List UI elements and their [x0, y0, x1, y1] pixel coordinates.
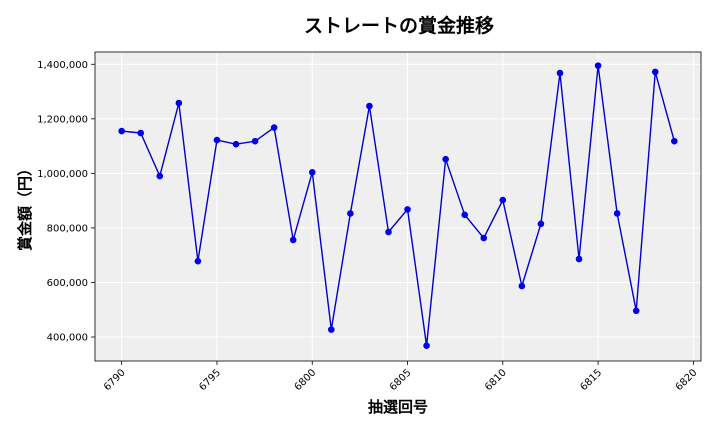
y-axis-label: 賞金額（円） [16, 161, 34, 251]
x-tick-label: 6800 [293, 367, 319, 393]
chart-title: ストレートの賞金推移 [304, 14, 494, 37]
y-tick-label: 800,000 [47, 223, 88, 234]
data-point [232, 140, 240, 148]
series-line [121, 64, 675, 347]
plot-frame [94, 51, 702, 362]
data-point [461, 211, 468, 219]
data-point [671, 137, 678, 145]
data-point [480, 234, 488, 242]
data-point [423, 342, 430, 350]
x-axis: 6790 6795 6800 6805 6810 6815 6820 [102, 361, 699, 393]
x-tick-label: 6790 [102, 367, 128, 393]
x-tick-label: 6815 [578, 367, 604, 393]
data-point [213, 136, 221, 144]
data-point [366, 102, 373, 110]
data-point [575, 255, 583, 263]
y-axis: 400,000 600,000 800,000 1,000,000 1,200,000 1… [37, 60, 95, 344]
data-series [118, 62, 678, 350]
data-point [308, 168, 316, 176]
data-point [251, 137, 259, 145]
data-point [518, 282, 526, 290]
grid-lines [95, 52, 701, 361]
x-tick-label: 6795 [197, 367, 223, 393]
x-tick-label: 6810 [483, 367, 509, 393]
data-point [632, 307, 640, 315]
data-point [137, 129, 145, 137]
y-tick-label: 1,400,000 [37, 60, 88, 71]
x-tick-label: 6820 [674, 367, 700, 393]
data-point [118, 127, 125, 135]
plot-area [95, 52, 701, 361]
data-point [270, 124, 278, 131]
data-point [651, 68, 659, 76]
data-point [156, 172, 164, 180]
data-point [556, 69, 564, 77]
data-point [537, 220, 545, 228]
y-tick-label: 1,000,000 [37, 169, 88, 180]
data-point [289, 236, 297, 244]
y-tick-label: 600,000 [47, 278, 88, 289]
data-point [347, 210, 354, 217]
data-point [613, 210, 621, 217]
data-point [594, 62, 602, 69]
data-point [175, 99, 183, 107]
y-tick-label: 1,200,000 [37, 114, 88, 125]
data-point [499, 196, 507, 204]
data-point [194, 257, 202, 265]
x-axis-label: 抽選回号 [368, 398, 428, 416]
data-point [442, 155, 449, 163]
y-tick-label: 400,000 [47, 333, 88, 344]
data-point [404, 206, 411, 213]
data-point [385, 228, 392, 236]
data-point [328, 326, 335, 333]
x-tick-label: 6805 [388, 367, 414, 393]
